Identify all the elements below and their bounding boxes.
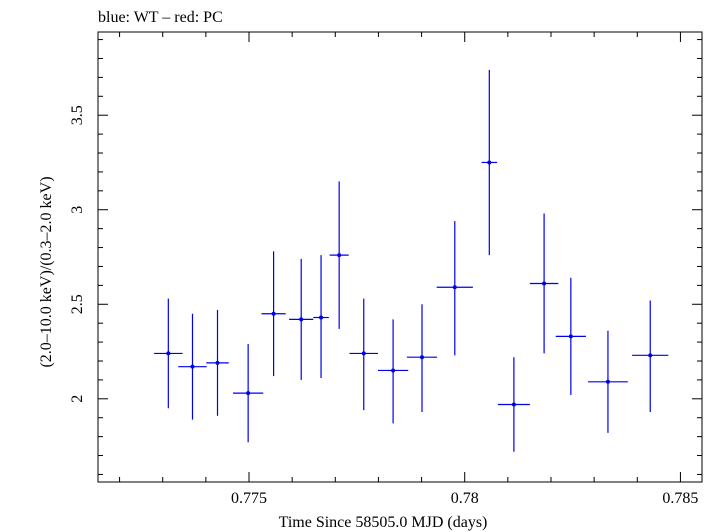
data-marker [391, 368, 396, 373]
data-marker [246, 391, 251, 396]
data-point [154, 298, 183, 409]
y-tick-label: 3 [69, 206, 86, 214]
x-tick-label: 0.785 [662, 490, 698, 507]
data-point [349, 298, 378, 411]
chart-title: blue: WT – red: PC [98, 9, 223, 26]
data-point [632, 300, 669, 413]
data-point [178, 313, 207, 420]
data-marker [319, 315, 324, 320]
data-marker [648, 353, 653, 358]
x-axis-label: Time Since 58505.0 MJD (days) [279, 514, 488, 531]
data-marker [452, 285, 457, 290]
data-point [529, 213, 559, 354]
data-marker [190, 364, 195, 369]
data-point [406, 304, 438, 413]
data-marker [542, 281, 547, 286]
data-marker [337, 253, 342, 258]
data-marker [215, 360, 220, 365]
y-axis-label: (2.0–10.0 keV)/(0.3–2.0 keV) [38, 176, 55, 367]
data-marker [420, 355, 425, 360]
data-point [329, 181, 349, 329]
data-marker [361, 351, 366, 356]
data-point [497, 357, 530, 452]
data-marker [487, 160, 492, 165]
plot-frame [97, 31, 703, 483]
series-WT [154, 69, 669, 452]
data-marker [166, 351, 171, 356]
x-tick-label: 0.78 [451, 490, 479, 507]
data-point [377, 319, 409, 424]
data-point [206, 309, 229, 416]
data-point [313, 255, 329, 379]
y-tick-label: 2 [69, 395, 86, 403]
data-point [436, 221, 473, 356]
x-tick-label: 0.775 [231, 490, 267, 507]
y-tick-label: 3.5 [69, 105, 86, 125]
data-marker [271, 311, 276, 316]
y-tick-label: 2.5 [69, 294, 86, 314]
data-point [481, 69, 498, 256]
data-point [233, 343, 264, 443]
plot-axes [97, 31, 703, 483]
data-marker [511, 402, 516, 407]
data-point [588, 330, 628, 433]
data-series [154, 69, 669, 452]
data-point [289, 258, 314, 380]
data-point [261, 251, 286, 377]
data-marker [605, 379, 610, 384]
data-marker [299, 317, 304, 322]
axis-ticks: 0.775 0.78 0.785 2 2.5 3 3.5 [69, 32, 702, 507]
data-marker [568, 334, 573, 339]
data-point [555, 277, 586, 396]
